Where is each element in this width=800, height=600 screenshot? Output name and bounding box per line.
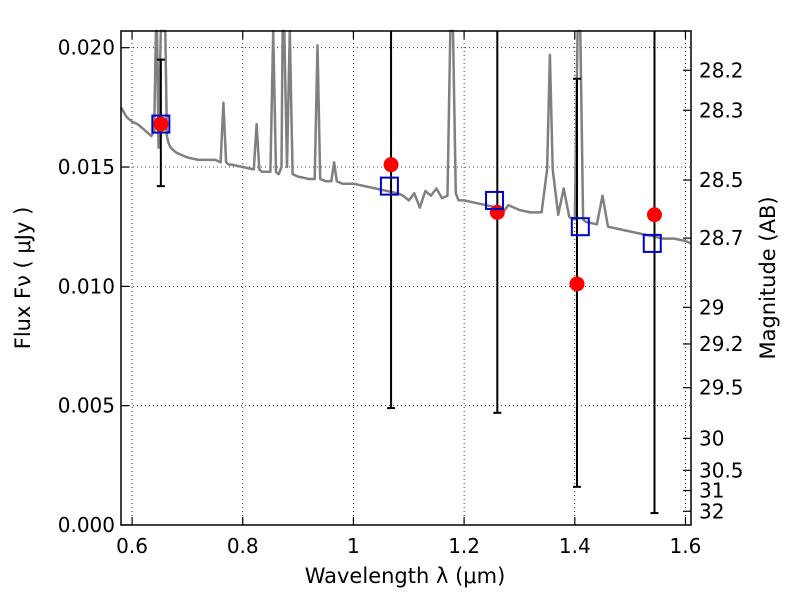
right-tick-label: 29.5 (699, 376, 744, 400)
spectrum-line (119, 29, 692, 245)
x-tick-label: 0.6 (116, 534, 148, 558)
right-tick-label: 29.2 (699, 332, 744, 356)
x-tick-label: 1.2 (448, 534, 480, 558)
x-tick-label: 0.8 (227, 534, 259, 558)
spectrum-layer (119, 29, 692, 245)
right-axis-label: Magnitude (AB) (756, 196, 780, 359)
right-tick-label: 28.5 (699, 168, 744, 192)
observed-point (383, 157, 399, 173)
y-axis-label: Flux Fν ( μJy ) (11, 207, 35, 350)
y-tick-label: 0.005 (58, 394, 115, 418)
right-tick-label: 28.7 (699, 226, 744, 250)
right-tick-label: 30 (699, 426, 724, 450)
right-tick-label: 32 (699, 499, 724, 523)
plot-frame (120, 30, 692, 526)
axes (120, 30, 692, 526)
model-point (379, 176, 399, 196)
y-tick-label: 0.000 (58, 513, 115, 537)
tick-labels: 0.6 0.8 1 1.2 1.4 1.6 0.000 0.005 0.010 0.015 0.02… (58, 36, 744, 558)
right-tick-label: 28.2 (699, 58, 744, 82)
right-tick-label: 28.3 (699, 98, 744, 122)
y-tick-label: 0.015 (58, 155, 115, 179)
observed-point (569, 276, 585, 292)
right-tick-label: 31 (699, 479, 724, 503)
grid (121, 31, 691, 526)
marker-layer (151, 114, 662, 292)
model-point (485, 190, 505, 210)
x-axis-label: Wavelength λ (μm) (305, 564, 506, 588)
x-tick-label: 1 (347, 534, 360, 558)
observed-point (646, 207, 662, 223)
model-point (151, 114, 171, 134)
right-tick-label: 30.5 (699, 458, 744, 482)
y-tick-label: 0.020 (58, 36, 115, 60)
x-tick-label: 1.4 (559, 534, 591, 558)
right-tick-label: 29 (699, 295, 724, 319)
x-tick-label: 1.6 (670, 534, 702, 558)
y-tick-label: 0.010 (58, 274, 115, 298)
model-point (642, 233, 662, 253)
model-point (570, 217, 590, 237)
observed-point (153, 116, 169, 132)
errorbar-layer (156, 31, 659, 515)
